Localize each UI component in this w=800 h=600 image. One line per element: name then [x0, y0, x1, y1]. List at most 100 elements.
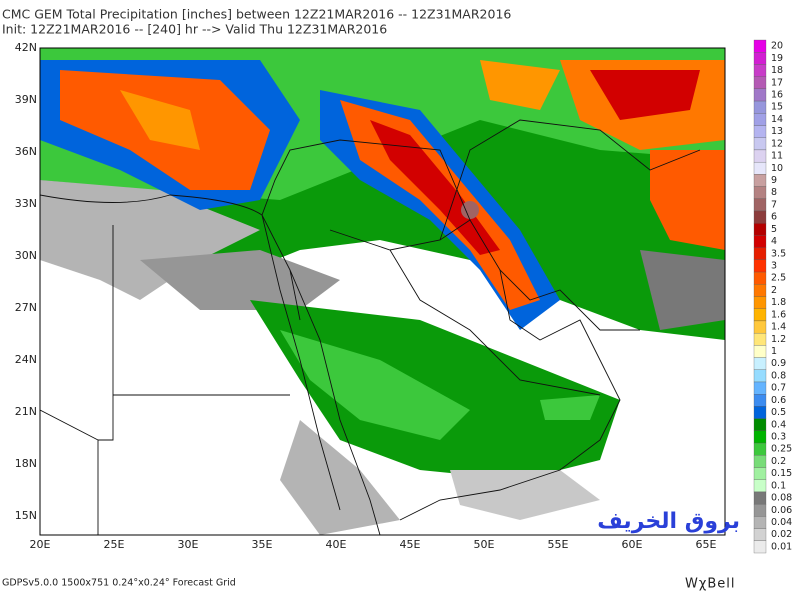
- lat-label: 42N: [15, 41, 37, 54]
- colorbar-swatch: [753, 174, 767, 187]
- lat-label: 18N: [15, 457, 37, 470]
- colorbar-label: 10: [771, 163, 783, 174]
- colorbar-swatch: [753, 198, 767, 212]
- colorbar-label: 0.25: [771, 444, 792, 455]
- colorbar-swatch: [753, 357, 767, 370]
- lat-label: 39N: [15, 93, 37, 106]
- colorbar-swatch: [753, 503, 767, 517]
- colorbar-swatch: [753, 52, 767, 65]
- colorbar-label: 0.6: [771, 395, 786, 406]
- lat-label: 27N: [15, 301, 37, 314]
- colorbar-label: 2.5: [771, 273, 786, 284]
- colorbar-swatch: [753, 186, 767, 199]
- colorbar-label: 3.5: [771, 248, 786, 259]
- colorbar-label: 0.1: [771, 480, 786, 491]
- colorbar-label: 13: [771, 126, 783, 137]
- colorbar-label: 11: [771, 151, 783, 162]
- colorbar-swatch: [753, 308, 767, 322]
- colorbar-swatch: [753, 345, 767, 358]
- lat-label: 33N: [15, 197, 37, 210]
- lon-label: 60E: [622, 538, 643, 551]
- watermark: بروق الخريف: [597, 509, 740, 534]
- logo: WχBell: [685, 577, 736, 592]
- colorbar-swatch: [753, 430, 767, 444]
- colorbar-swatch: [753, 271, 767, 285]
- colorbar-swatch: [753, 479, 767, 493]
- colorbar-swatch: [753, 247, 767, 261]
- lon-label: 30E: [178, 538, 199, 551]
- colorbar-label: 0.8: [771, 370, 786, 381]
- colorbar-label: 0.3: [771, 431, 786, 442]
- lon-label: 45E: [400, 538, 421, 551]
- map-title: CMC GEM Total Precipitation [inches] bet…: [2, 7, 511, 22]
- colorbar-swatch: [753, 100, 767, 114]
- colorbar-label: 20: [771, 41, 783, 52]
- lat-label: 30N: [15, 249, 37, 262]
- grid-info: GDPSv5.0.0 1500x751 0.24°x0.24° Forecast…: [2, 578, 236, 589]
- colorbar-swatch: [753, 161, 767, 175]
- colorbar-swatch: [753, 491, 767, 505]
- colorbar-label: 0.7: [771, 383, 786, 394]
- colorbar-swatch: [753, 235, 767, 248]
- colorbar-label: 1.8: [771, 297, 786, 308]
- colorbar-label: 17: [771, 77, 783, 88]
- colorbar-label: 4: [771, 236, 777, 247]
- colorbar-label: 1.6: [771, 309, 786, 320]
- lon-label: 35E: [252, 538, 273, 551]
- colorbar-label: 0.04: [771, 517, 792, 528]
- lon-label: 50E: [474, 538, 495, 551]
- colorbar-label: 16: [771, 89, 783, 100]
- colorbar-swatch: [753, 113, 767, 126]
- colorbar-swatch: [753, 369, 767, 383]
- colorbar-label: 1.4: [771, 322, 786, 333]
- colorbar-label: 0.02: [771, 529, 792, 540]
- colorbar-swatch: [753, 296, 767, 309]
- colorbar-label: 5: [771, 224, 777, 235]
- colorbar-swatch: [753, 381, 767, 395]
- colorbar-swatch: [753, 540, 767, 554]
- colorbar-label: 0.08: [771, 493, 792, 504]
- colorbar-swatch: [753, 406, 767, 419]
- colorbar-label: 0.01: [771, 541, 792, 552]
- colorbar-swatch: [753, 64, 767, 77]
- colorbar-label: 18: [771, 65, 783, 76]
- colorbar-label: 19: [771, 53, 783, 64]
- lon-label: 20E: [30, 538, 51, 551]
- lat-label: 15N: [15, 509, 37, 522]
- colorbar-swatch: [753, 528, 767, 541]
- colorbar-label: 1.2: [771, 334, 786, 345]
- colorbar-swatch: [753, 259, 767, 273]
- colorbar-swatch: [753, 332, 767, 346]
- lat-label: 24N: [15, 353, 37, 366]
- colorbar-label: 0.4: [771, 419, 786, 430]
- lon-label: 55E: [548, 538, 569, 551]
- map-subtitle: Init: 12Z21MAR2016 -- [240] hr --> Valid…: [2, 22, 387, 37]
- colorbar-label: 0.06: [771, 505, 792, 516]
- colorbar-label: 0.2: [771, 456, 786, 467]
- colorbar: 20191817161514131211109876543.532.521.81…: [753, 39, 792, 554]
- colorbar-swatch: [753, 39, 767, 53]
- lon-label: 40E: [326, 538, 347, 551]
- lat-label: 21N: [15, 405, 37, 418]
- map: [39, 47, 726, 536]
- colorbar-swatch: [753, 125, 767, 138]
- colorbar-swatch: [753, 394, 767, 407]
- colorbar-swatch: [753, 76, 767, 90]
- colorbar-swatch: [753, 210, 767, 224]
- lat-label: 36N: [15, 145, 37, 158]
- lon-label: 25E: [104, 538, 125, 551]
- colorbar-swatch: [753, 467, 767, 480]
- colorbar-swatch: [753, 442, 767, 456]
- colorbar-label: 8: [771, 187, 777, 198]
- colorbar-swatch: [753, 320, 767, 334]
- colorbar-swatch: [753, 223, 767, 236]
- colorbar-label: 12: [771, 138, 783, 149]
- colorbar-label: 3: [771, 260, 777, 271]
- colorbar-swatch: [753, 88, 767, 102]
- colorbar-swatch: [753, 284, 767, 297]
- lon-label: 65E: [696, 538, 717, 551]
- colorbar-swatch: [753, 137, 767, 151]
- colorbar-label: 1: [771, 346, 777, 357]
- colorbar-label: 15: [771, 102, 783, 113]
